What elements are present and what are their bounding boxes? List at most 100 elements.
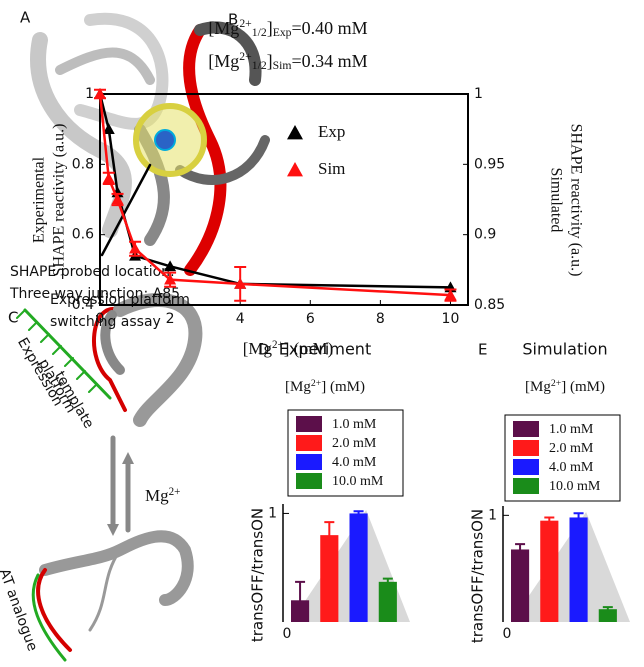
legend-label: 4.0 mM [332,455,377,470]
legend-label: 2.0 mM [549,441,594,456]
x-axis-label: [Mg2+] (mM) [243,339,334,358]
legend-swatch [513,421,539,437]
ion-label-part: 2+ [169,486,181,498]
chart-title-part: 1/2 [252,59,267,72]
x-axis-label-part: [Mg [243,339,273,358]
data-point [111,193,124,205]
chart-title: [Mg2+1/2]Sim=0.34 mM [208,50,367,72]
error-bar [295,580,306,619]
legend-label: Sim [318,159,345,178]
y-tick-label: 0.6 [72,227,94,243]
legend-swatch [296,435,322,451]
data-point [129,242,142,254]
chart-title: Simulation [522,340,607,359]
y-tick-label: 0 [503,626,512,642]
x-tick-label: 0 [96,311,105,327]
ion-label-part: Mg [145,486,169,505]
data-point [444,289,457,300]
y-axis-label: SHAPE reactivity (a.u.) [51,124,68,277]
chart-title-part: =0.34 mM [292,51,368,71]
x-axis-label-part: ] (mM) [284,339,334,358]
bar [320,535,339,622]
legend-label: 10.0 mM [332,474,384,489]
legend-label: 1.0 mM [332,417,377,432]
y-axis-label: transOFF/transON [249,508,267,642]
data-point [234,277,247,289]
legend-marker [287,162,303,177]
legend-label: 10.0 mM [549,479,601,494]
legend-swatch [513,478,539,494]
legend-swatch [513,459,539,475]
x-axis-label-part: 2+ [272,339,284,351]
error-bar [544,516,555,524]
error-bar [573,512,584,522]
y-tick-label: 0.4 [72,297,94,313]
x-tick-label: 2 [166,311,175,327]
x-tick-label: 6 [306,311,315,327]
y-tick-label: 0 [283,626,292,642]
chart-subtitle: [Mg2+] (mM) [285,378,365,396]
chart-title-part: [Mg [208,51,239,71]
chart-subtitle-part: ] (mM) [321,379,365,395]
legend-swatch [296,454,322,470]
y-axis-label: Experimental [31,156,48,243]
y-tick-label: 1 [488,507,497,523]
legend-label: 2.0 mM [332,436,377,451]
legend-label: Exp [318,122,345,141]
chart-title-part: =0.40 mM [292,18,368,38]
error-bar [382,577,393,586]
y-axis-label: transOFF/transON [469,509,487,643]
chart-subtitle-part: [Mg [525,379,551,395]
x-tick-label: 8 [376,311,385,327]
error-bar [515,543,526,555]
legend-label: 1.0 mM [549,422,594,437]
chart-subtitle-part: [Mg [285,379,311,395]
panel-label: B [228,11,238,29]
chart-title-part: ] [267,51,273,71]
chart-title-part: Sim [273,59,292,72]
x-tick-label: 4 [236,311,245,327]
y-tick-label: 1 [268,505,277,521]
switching-diagram [16,293,203,662]
molecule-sketch [30,12,270,276]
y2-tick-label: 0.9 [474,227,496,243]
data-point [102,172,115,184]
bar [569,517,588,622]
bar [511,549,530,622]
chart-title-part: 2+ [239,50,252,63]
x-tick-label: 10 [442,311,460,327]
chart-title-part: 2+ [239,17,252,30]
legend-swatch [296,473,322,489]
error-bar [353,510,364,516]
y2-tick-label: 0.95 [474,156,505,172]
panel-label: A [20,9,31,27]
chart-title: Experiment [279,340,371,359]
data-point [102,123,115,134]
chart-subtitle-part: 2+ [311,378,322,389]
bar [378,581,397,622]
panel-label: E [478,341,487,359]
y2-axis-label: Simulated [547,168,564,233]
chart-subtitle-part: ] (mM) [561,379,605,395]
y2-tick-label: 0.85 [474,297,505,313]
chart-title-part: 1/2 [252,26,267,39]
y2-tick-label: 1 [474,86,483,102]
ion-label: Mg2+ [145,486,180,505]
annotation: Three way junction: A85 [9,286,180,302]
data-point [164,260,177,272]
chart-title-part: [Mg [208,18,239,38]
data-point [164,273,177,285]
bar [598,609,617,622]
panel-label: D [258,341,270,359]
chart-subtitle: [Mg2+] (mM) [525,378,605,396]
data-point [94,88,106,99]
y-tick-label: 0.8 [72,156,94,172]
legend-label: 4.0 mM [549,460,594,475]
diagram-title: switching assay [50,314,161,330]
chart-title-part: ] [267,18,273,38]
legend-swatch [296,416,322,432]
legend-marker [287,125,303,140]
error-bar [324,521,335,549]
annotation: SHAPE probed location: [10,264,175,280]
